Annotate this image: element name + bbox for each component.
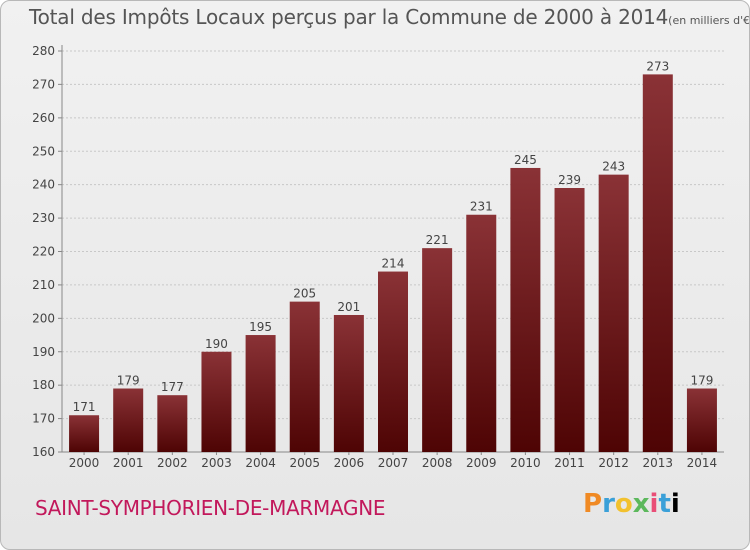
y-tick-label: 180 bbox=[32, 378, 55, 392]
x-tick-label: 2010 bbox=[510, 456, 541, 470]
data-label: 231 bbox=[470, 200, 493, 214]
x-tick-label: 2002 bbox=[157, 456, 188, 470]
chart-title-main: Total des Impôts Locaux perçus par la Co… bbox=[29, 5, 669, 29]
logo-letter: x bbox=[632, 489, 650, 519]
y-tick-label: 240 bbox=[32, 178, 55, 192]
y-tick-label: 230 bbox=[32, 211, 55, 225]
proxiti-logo: Proxiti bbox=[583, 489, 680, 519]
y-tick-label: 220 bbox=[32, 245, 55, 259]
y-tick-label: 190 bbox=[32, 345, 55, 359]
bar bbox=[201, 351, 232, 452]
bars bbox=[69, 74, 717, 453]
logo-letter: o bbox=[614, 489, 633, 519]
x-tick-label: 2009 bbox=[466, 456, 497, 470]
bar bbox=[598, 174, 629, 452]
y-tick-label: 270 bbox=[32, 77, 55, 91]
logo-letter: r bbox=[602, 489, 615, 519]
data-label: 179 bbox=[690, 374, 713, 388]
data-label: 195 bbox=[249, 320, 272, 334]
bar bbox=[113, 388, 144, 452]
y-tick-label: 280 bbox=[32, 44, 55, 58]
data-label: 201 bbox=[337, 300, 360, 314]
data-label: 214 bbox=[382, 257, 405, 271]
bar bbox=[642, 74, 673, 453]
x-tick-label: 2014 bbox=[687, 456, 718, 470]
bar bbox=[466, 214, 497, 452]
logo-letter: i bbox=[670, 489, 680, 519]
bar bbox=[554, 188, 585, 452]
bar bbox=[333, 314, 364, 452]
x-tick-label: 2006 bbox=[334, 456, 365, 470]
bar bbox=[157, 395, 188, 452]
data-label: 245 bbox=[514, 153, 537, 167]
y-tick-label: 250 bbox=[32, 144, 55, 158]
y-tick-label: 200 bbox=[32, 311, 55, 325]
chart-title: Total des Impôts Locaux perçus par la Co… bbox=[29, 5, 750, 29]
x-tick-label: 2012 bbox=[598, 456, 629, 470]
data-label: 171 bbox=[73, 400, 96, 414]
x-tick-label: 2008 bbox=[422, 456, 453, 470]
bar bbox=[378, 271, 408, 452]
logo-letter: t bbox=[658, 489, 671, 519]
x-tick-label: 2013 bbox=[643, 456, 674, 470]
y-tick-label: 210 bbox=[32, 278, 55, 292]
bar bbox=[69, 415, 100, 452]
data-label: 205 bbox=[293, 287, 316, 301]
data-label: 273 bbox=[646, 59, 669, 73]
x-tick-label: 2001 bbox=[113, 456, 144, 470]
x-tick-label: 2003 bbox=[201, 456, 232, 470]
bar bbox=[289, 301, 320, 452]
x-tick-label: 2005 bbox=[289, 456, 320, 470]
chart-title-unit: (en milliers d'€) bbox=[668, 14, 750, 27]
data-label: 239 bbox=[558, 173, 581, 187]
x-tick-label: 2011 bbox=[554, 456, 585, 470]
data-label: 190 bbox=[205, 337, 228, 351]
bar bbox=[422, 248, 453, 452]
bar bbox=[245, 335, 276, 452]
data-label: 221 bbox=[426, 233, 449, 247]
bar bbox=[686, 388, 717, 452]
logo-letter: i bbox=[649, 489, 659, 519]
x-tick-label: 2000 bbox=[69, 456, 100, 470]
y-tick-label: 170 bbox=[32, 412, 55, 426]
data-label: 243 bbox=[602, 160, 625, 174]
data-label: 179 bbox=[117, 374, 140, 388]
x-tick-label: 2004 bbox=[245, 456, 276, 470]
logo-letter: P bbox=[583, 489, 603, 519]
y-tick-label: 160 bbox=[32, 445, 55, 459]
commune-name: SAINT-SYMPHORIEN-DE-MARMAGNE bbox=[35, 496, 386, 520]
data-label: 177 bbox=[161, 380, 184, 394]
y-tick-label: 260 bbox=[32, 111, 55, 125]
x-tick-label: 2007 bbox=[378, 456, 409, 470]
bar bbox=[510, 167, 541, 453]
data-labels: 171 179 177 190 195 205 201 214 221 231 245 239 243 2… bbox=[73, 59, 714, 414]
